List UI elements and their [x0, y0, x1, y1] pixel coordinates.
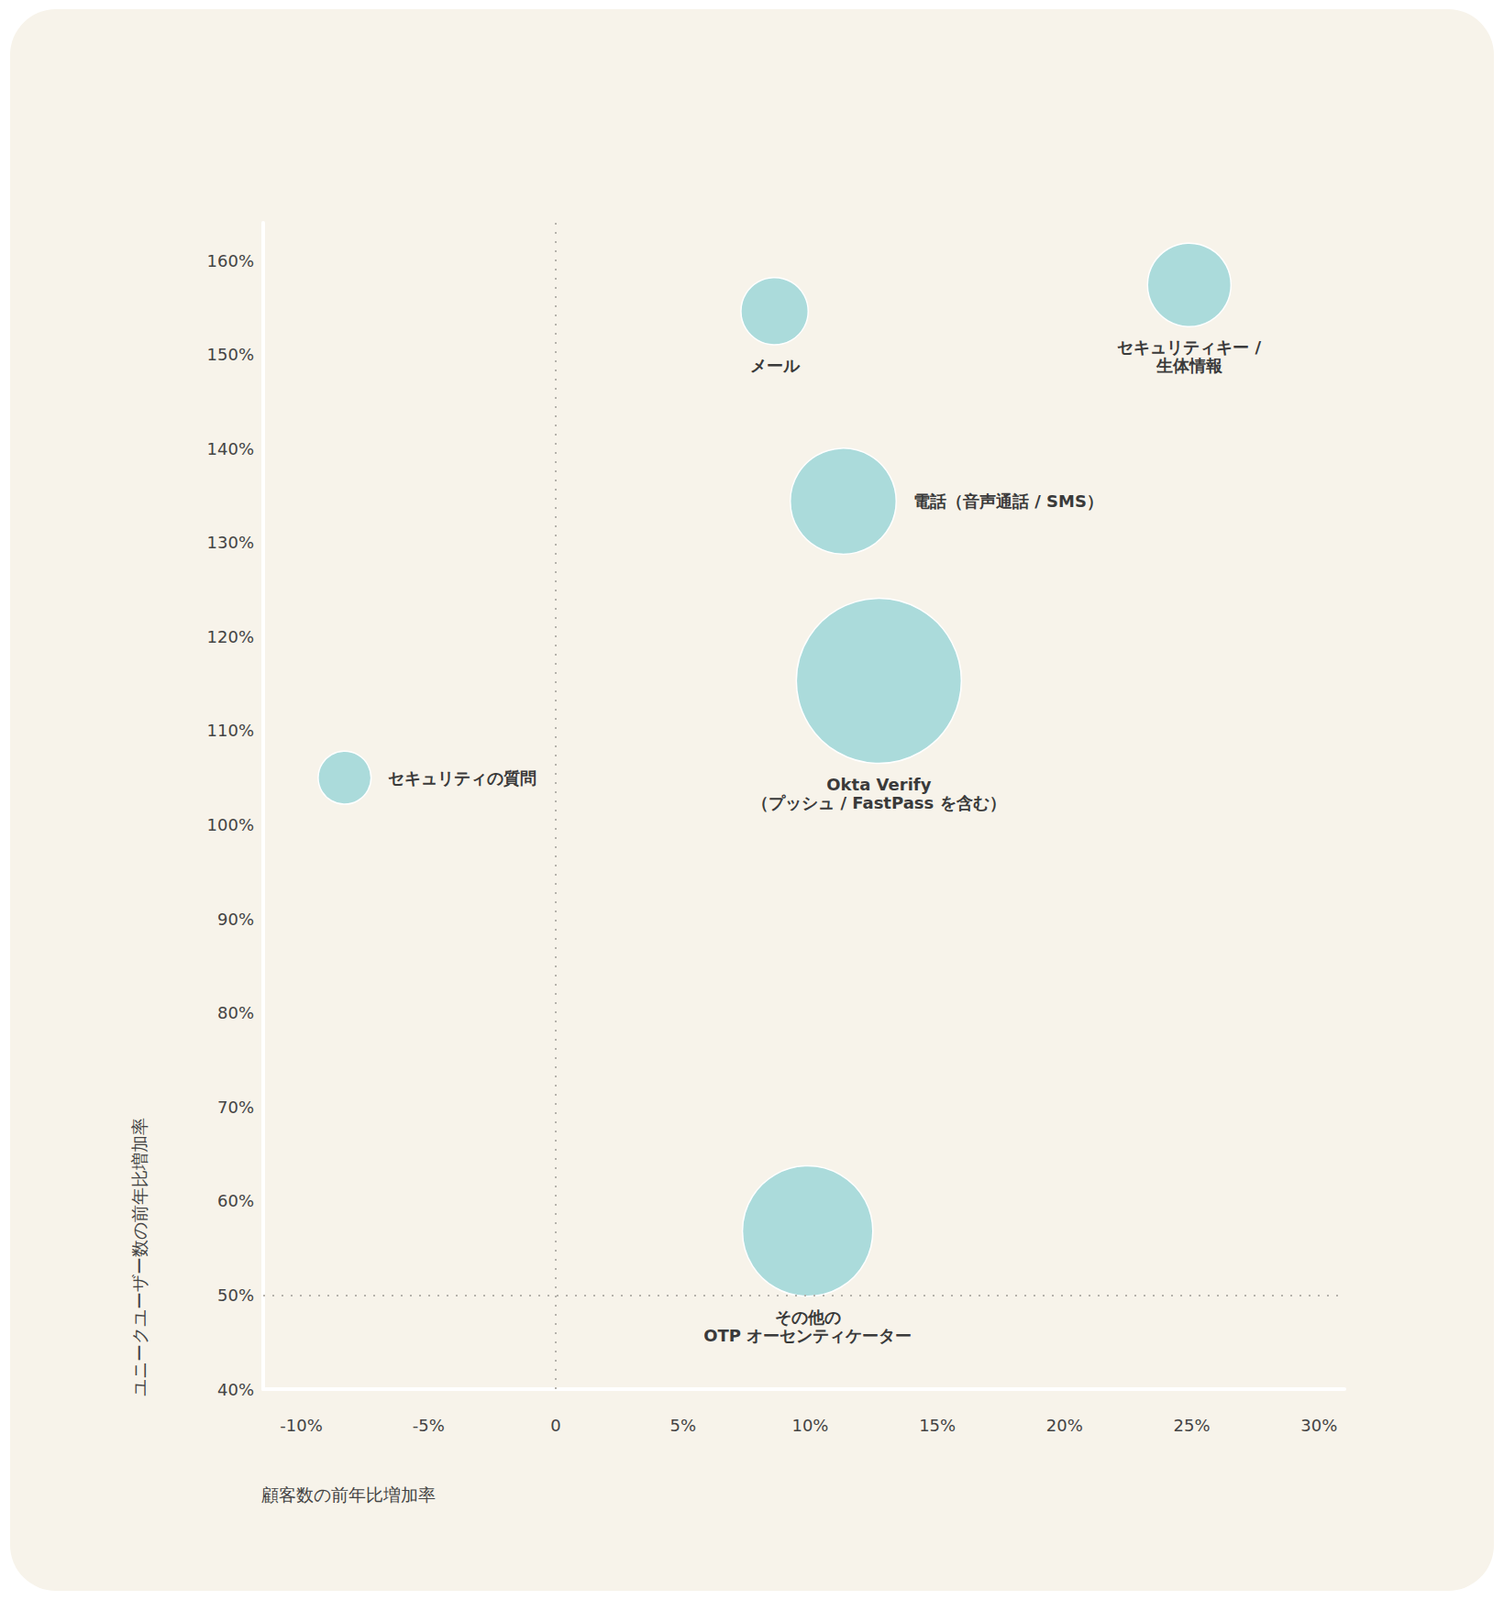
svg-text:40%: 40%: [217, 1380, 255, 1400]
svg-text:90%: 90%: [217, 909, 255, 929]
svg-text:70%: 70%: [217, 1097, 255, 1117]
svg-text:5%: 5%: [669, 1415, 697, 1436]
svg-text:110%: 110%: [207, 720, 255, 741]
svg-text:120%: 120%: [207, 627, 255, 647]
svg-text:130%: 130%: [207, 532, 255, 553]
svg-text:顧客数の前年比増加率: 顧客数の前年比増加率: [261, 1484, 436, 1505]
svg-text:30%: 30%: [1300, 1415, 1338, 1436]
svg-text:10%: 10%: [791, 1415, 829, 1436]
svg-text:セキュリティキー /: セキュリティキー /: [1116, 337, 1261, 357]
svg-text:-5%: -5%: [412, 1415, 445, 1436]
svg-text:ユニークユーザー数の前年比増加率: ユニークユーザー数の前年比増加率: [129, 1117, 150, 1397]
svg-text:50%: 50%: [217, 1285, 255, 1305]
svg-text:100%: 100%: [207, 815, 255, 835]
svg-text:140%: 140%: [207, 439, 255, 459]
svg-text:20%: 20%: [1046, 1415, 1084, 1436]
svg-text:80%: 80%: [217, 1003, 255, 1023]
svg-text:0: 0: [550, 1415, 561, 1436]
svg-text:150%: 150%: [207, 344, 255, 365]
svg-text:生体情報: 生体情報: [1155, 355, 1224, 376]
svg-text:セキュリティの質問: セキュリティの質問: [387, 768, 537, 788]
svg-text:160%: 160%: [207, 251, 255, 271]
svg-text:その他の: その他の: [774, 1307, 841, 1328]
svg-text:OTP オーセンティケーター: OTP オーセンティケーター: [703, 1326, 912, 1346]
svg-text:Okta Verify: Okta Verify: [826, 774, 931, 795]
svg-text:25%: 25%: [1173, 1415, 1211, 1436]
svg-text:60%: 60%: [217, 1191, 255, 1211]
svg-text:-10%: -10%: [279, 1415, 323, 1436]
svg-text:（プッシュ / FastPass を含む）: （プッシュ / FastPass を含む）: [752, 793, 1006, 813]
svg-text:電話（音声通話 / SMS）: 電話（音声通話 / SMS）: [913, 491, 1104, 511]
svg-text:メール: メール: [750, 355, 801, 376]
svg-text:15%: 15%: [918, 1415, 956, 1436]
